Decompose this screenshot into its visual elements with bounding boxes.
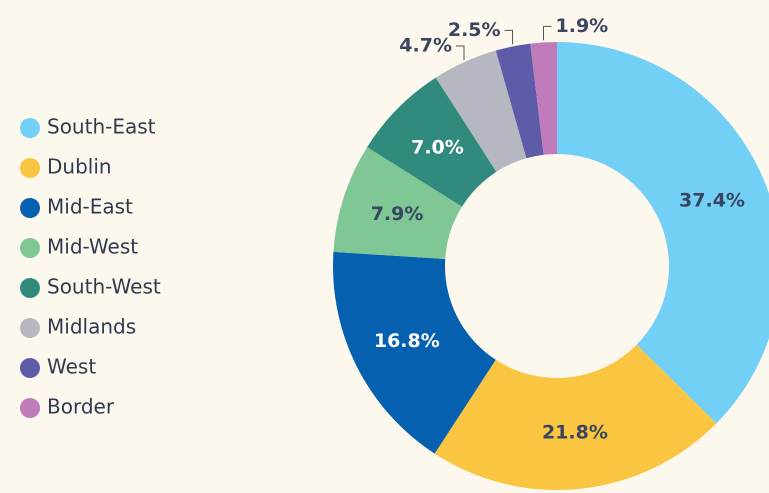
data-label: 1.9% — [556, 15, 609, 37]
leader-line — [504, 29, 514, 45]
donut-slice — [495, 43, 544, 159]
legend-label: South-West — [47, 275, 161, 299]
data-label: 4.7% — [399, 35, 452, 57]
legend-label: Dublin — [47, 155, 112, 179]
legend-swatch — [20, 398, 40, 418]
donut-slice — [367, 77, 497, 207]
legend-swatch — [20, 158, 40, 178]
legend-label: West — [47, 355, 96, 379]
legend-label: Midlands — [47, 315, 136, 339]
legend-label: Mid-West — [47, 235, 138, 259]
donut-slice — [557, 42, 769, 424]
leader-line — [455, 45, 465, 61]
donut-slice — [435, 50, 527, 172]
legend-label: South-East — [47, 115, 156, 139]
legend-swatch — [20, 238, 40, 258]
data-label: 2.5% — [448, 19, 501, 41]
legend-swatch — [20, 278, 40, 298]
data-label: 21.8% — [542, 422, 608, 444]
legend-swatch — [20, 358, 40, 378]
data-label: 7.0% — [411, 136, 464, 158]
legend-swatch — [20, 198, 40, 218]
legend-label: Mid-East — [47, 195, 133, 219]
donut-slice — [333, 251, 496, 454]
donut-slice — [434, 344, 717, 491]
data-label: 7.9% — [371, 203, 424, 225]
legend-label: Border — [47, 395, 115, 419]
data-label: 16.8% — [374, 330, 440, 352]
donut-slice — [530, 42, 557, 155]
legend-swatch — [20, 118, 40, 138]
data-label: 37.4% — [679, 190, 745, 212]
leader-line — [543, 25, 552, 41]
donut-slice — [333, 147, 463, 259]
legend-swatch — [20, 318, 40, 338]
